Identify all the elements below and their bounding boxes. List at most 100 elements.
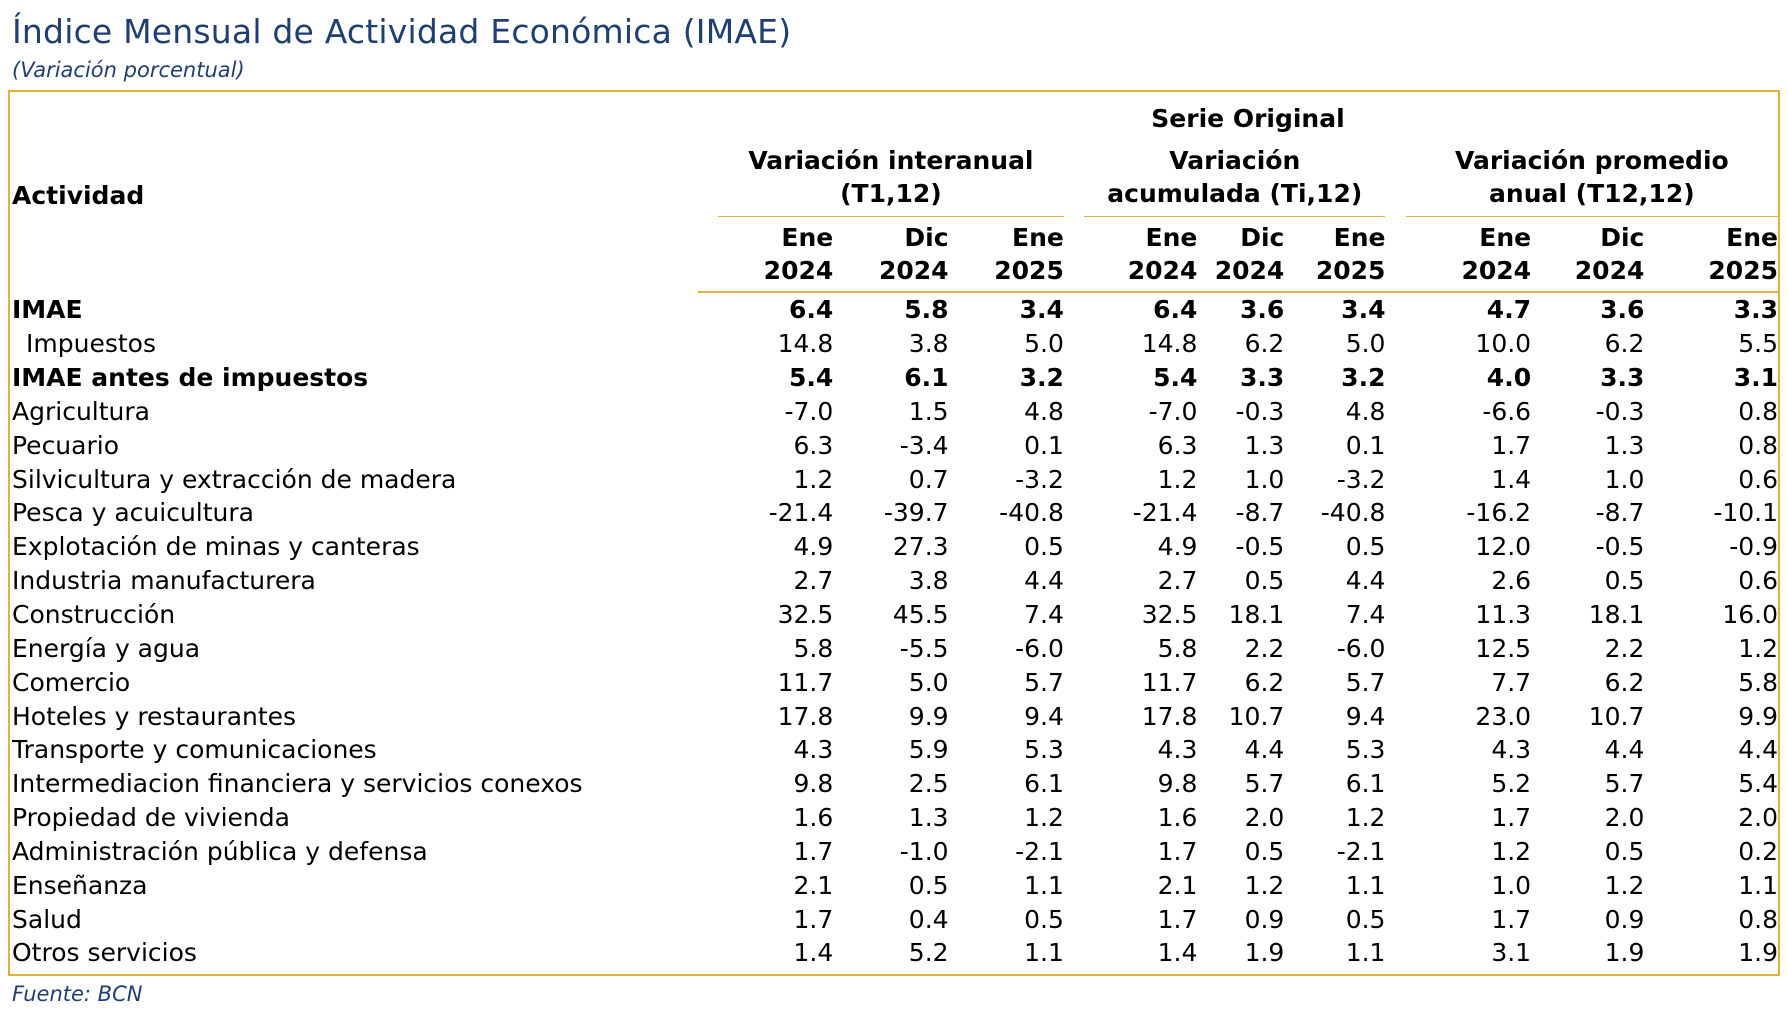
value-cell: -5.5 [899, 633, 949, 663]
value-cell: 4.4 [1738, 735, 1778, 765]
value-cell: 17.8 [1141, 701, 1198, 731]
serie-original-header: Serie Original [1151, 103, 1345, 133]
value-cell: 6.2 [1604, 667, 1645, 697]
value-cell: 0.5 [1024, 532, 1064, 562]
activity-label: Pesca y acuicultura [12, 498, 254, 528]
value-cell: 0.5 [1604, 566, 1645, 596]
table-row: Pesca y acuicultura -21.4 -39.7 -40.8 -21.4 -… [12, 496, 1778, 530]
value-cell: 14.8 [1141, 329, 1198, 359]
value-cell: 3.8 [908, 566, 949, 596]
table-row: Pecuario 6.3 -3.4 0.1 6.3 1.3 0.1 1.7 1.3 0.8 [12, 428, 1778, 462]
value-cell: 3.1 [1491, 938, 1532, 968]
period-header: Ene 2024 [1084, 216, 1198, 293]
value-cell: 5.8 [1738, 667, 1778, 697]
value-cell: 1.9 [1244, 938, 1285, 968]
table-row: Industria manufacturera 2.7 3.8 4.4 2.7 0.5 4.… [12, 564, 1778, 598]
value-cell: 2.1 [1157, 870, 1198, 900]
value-cell: 1.2 [1345, 803, 1386, 833]
value-cell: 18.1 [1228, 600, 1285, 630]
value-cell: 5.0 [1024, 329, 1064, 359]
value-cell: 4.4 [1604, 735, 1645, 765]
period-header: Dic 2024 [1197, 216, 1285, 293]
value-cell: 3.3 [1733, 295, 1778, 325]
value-cell: -3.2 [1015, 464, 1064, 494]
value-cell: 2.5 [908, 769, 949, 799]
table-header: Actividad Serie Original Variación inter… [12, 98, 1778, 293]
table-row: Impuestos 14.8 3.8 5.0 14.8 6.2 5.0 10.0 6.2 5.5 [12, 327, 1778, 361]
value-cell: 45.5 [892, 600, 949, 630]
value-cell: 0.9 [1244, 904, 1285, 934]
value-cell: 5.2 [1491, 769, 1532, 799]
value-cell: -6.6 [1482, 396, 1532, 426]
value-cell: 5.7 [1604, 769, 1645, 799]
value-cell: 1.3 [908, 803, 949, 833]
value-cell: 1.9 [1604, 938, 1645, 968]
value-cell: 23.0 [1475, 701, 1532, 731]
value-cell: 4.8 [1024, 396, 1064, 426]
value-cell: 6.2 [1244, 667, 1285, 697]
table-row: Salud 1.7 0.4 0.5 1.7 0.9 0.5 1.7 0.9 0.8 [12, 902, 1778, 936]
value-cell: 1.4 [793, 938, 834, 968]
value-cell: 4.4 [1244, 735, 1285, 765]
value-cell: 3.4 [1019, 295, 1064, 325]
activity-label: Intermediacion financiera y servicios co… [12, 769, 583, 799]
activity-label: Agricultura [12, 396, 150, 426]
value-cell: 0.8 [1738, 396, 1778, 426]
value-cell: 12.5 [1475, 633, 1532, 663]
value-cell: 5.7 [1345, 667, 1386, 697]
value-cell: 1.7 [793, 836, 834, 866]
value-cell: 1.1 [1024, 870, 1064, 900]
value-cell: 27.3 [892, 532, 949, 562]
value-cell: -7.0 [1148, 396, 1198, 426]
value-cell: 1.4 [1491, 464, 1532, 494]
value-cell: 4.3 [1491, 735, 1532, 765]
imae-table: Actividad Serie Original Variación inter… [12, 98, 1778, 970]
value-cell: 3.8 [908, 329, 949, 359]
value-cell: 0.5 [1345, 532, 1386, 562]
value-cell: 0.8 [1738, 430, 1778, 460]
value-cell: 4.0 [1486, 363, 1532, 393]
activity-label: IMAE [12, 294, 83, 324]
value-cell: 2.7 [793, 566, 834, 596]
value-cell: 3.2 [1019, 363, 1064, 393]
table-row: Enseñanza 2.1 0.5 1.1 2.1 1.2 1.1 1.0 1.2 1.1 [12, 868, 1778, 902]
value-cell: -10.1 [1713, 498, 1778, 528]
value-cell: 1.1 [1345, 870, 1386, 900]
period-header: Dic 2024 [833, 216, 949, 293]
value-cell: 1.1 [1024, 938, 1064, 968]
activity-label: Impuestos [26, 329, 156, 359]
value-cell: 0.6 [1738, 566, 1778, 596]
table-row: Transporte y comunicaciones 4.3 5.9 5.3 4.3 4… [12, 733, 1778, 767]
value-cell: 6.4 [1153, 295, 1198, 325]
value-cell: 10.7 [1228, 701, 1285, 731]
value-cell: -16.2 [1466, 498, 1532, 528]
value-cell: 3.6 [1600, 295, 1645, 325]
value-cell: 2.6 [1491, 566, 1532, 596]
value-cell: 0.5 [1244, 566, 1285, 596]
value-cell: 5.7 [1244, 769, 1285, 799]
value-cell: 5.2 [908, 938, 949, 968]
table-row: Otros servicios 1.4 5.2 1.1 1.4 1.9 1.1 3.1 1.9 1… [12, 936, 1778, 970]
value-cell: 3.2 [1341, 363, 1386, 393]
value-cell: -0.3 [1595, 396, 1645, 426]
activity-label: IMAE antes de impuestos [12, 363, 369, 393]
value-cell: 5.8 [793, 633, 834, 663]
table-row: Propiedad de vivienda 1.6 1.3 1.2 1.6 2.0 1.2 1… [12, 801, 1778, 835]
value-cell: 6.3 [1157, 430, 1198, 460]
group-header-interanual: Variación interanual (T1,12) [717, 138, 1064, 217]
value-cell: -39.7 [883, 498, 949, 528]
value-cell: 11.7 [777, 667, 834, 697]
value-cell: 1.2 [1244, 870, 1285, 900]
activity-label: Silvicultura y extracción de madera [12, 464, 457, 494]
value-cell: 1.2 [1157, 464, 1198, 494]
value-cell: 1.7 [1157, 904, 1198, 934]
activity-label: Transporte y comunicaciones [12, 735, 377, 765]
value-cell: 5.9 [908, 735, 949, 765]
value-cell: 1.7 [1491, 904, 1532, 934]
value-cell: 5.4 [788, 363, 834, 393]
value-cell: 1.3 [1244, 430, 1285, 460]
value-cell: 1.0 [1604, 464, 1645, 494]
value-cell: -3.2 [1336, 464, 1386, 494]
activity-label: Salud [12, 904, 82, 934]
value-cell: 6.1 [1345, 769, 1386, 799]
